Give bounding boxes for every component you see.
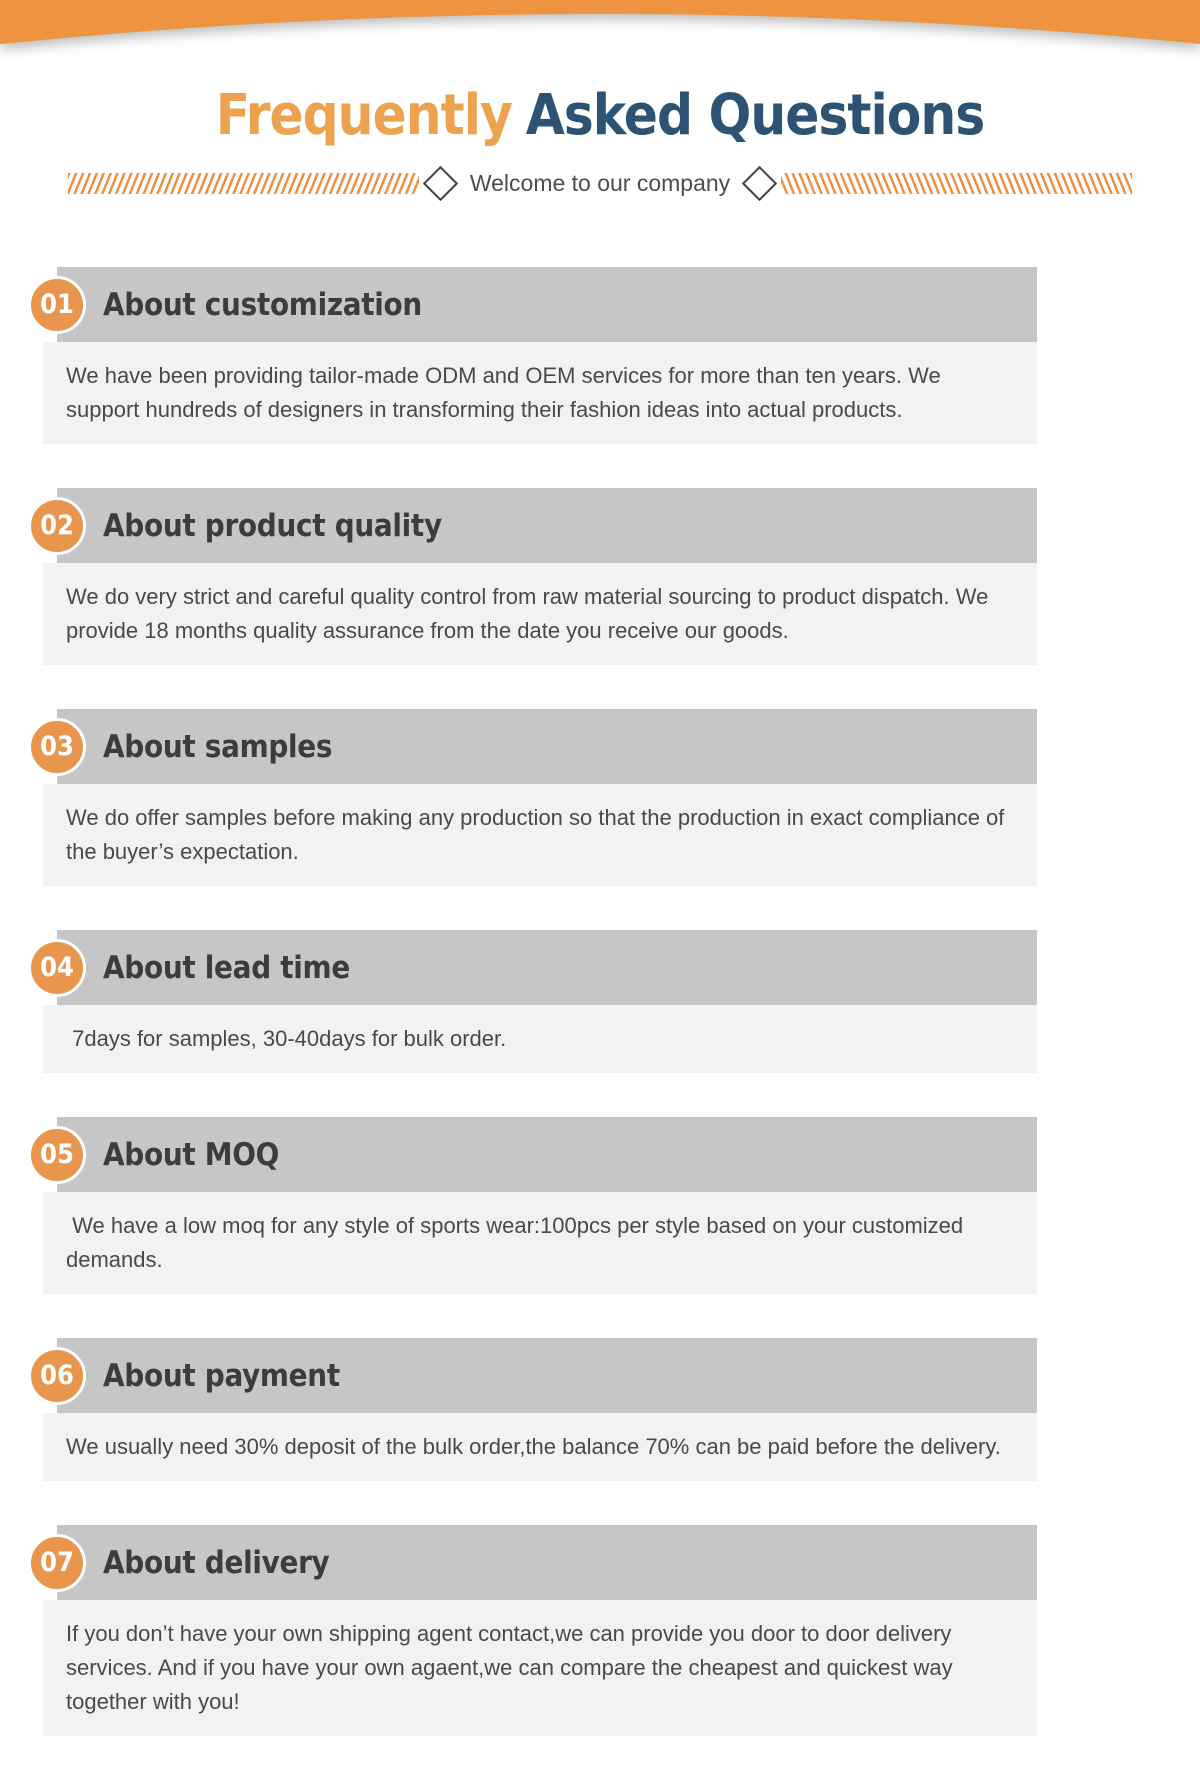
question-title: About MOQ	[103, 1136, 280, 1173]
question-title: About payment	[103, 1357, 340, 1394]
question-number: 06	[40, 1360, 74, 1391]
question-number: 05	[40, 1139, 74, 1170]
question-number: 03	[40, 731, 74, 762]
faq-item: 05 About MOQ We have a low moq for any s…	[28, 1117, 1037, 1294]
question-number: 07	[40, 1547, 74, 1578]
question-number-badge: 06	[28, 1346, 86, 1405]
answer-text: We usually need 30% deposit of the bulk …	[66, 1434, 1001, 1459]
faq-answer-panel: We do offer samples before making any pr…	[43, 784, 1037, 886]
hatch-stripes-left-decoration	[68, 172, 419, 194]
faq-answer-panel: We do very strict and careful quality co…	[43, 563, 1037, 665]
page-title-asked-questions: Asked Questions	[525, 83, 985, 148]
question-number: 01	[40, 289, 74, 320]
question-number-badge: 07	[28, 1533, 86, 1592]
question-number: 04	[40, 952, 74, 983]
question-title: About lead time	[103, 949, 350, 986]
question-title: About product quality	[103, 507, 442, 544]
hatch-stripes-right-decoration	[781, 172, 1133, 194]
faq-item: 06 About payment We usually need 30% dep…	[28, 1338, 1037, 1481]
question-number-badge: 05	[28, 1125, 86, 1184]
question-title: About customization	[103, 286, 422, 323]
question-title: About delivery	[103, 1544, 330, 1581]
page-title: Frequently Asked Questions	[0, 0, 1200, 144]
answer-text: If you don’t have your own shipping agen…	[66, 1621, 959, 1714]
faq-question-bar: 01 About customization	[28, 267, 1037, 342]
faq-question-bar: 06 About payment	[28, 1338, 1037, 1413]
question-number-badge: 01	[28, 275, 86, 334]
diamond-icon	[422, 165, 459, 201]
faq-question-bar: 03 About samples	[28, 709, 1037, 784]
faq-question-bar: 07 About delivery	[28, 1525, 1037, 1600]
answer-text: We have been providing tailor-made ODM a…	[66, 363, 947, 422]
answer-text: We do offer samples before making any pr…	[66, 805, 1011, 864]
answer-text: We have a low moq for any style of sport…	[66, 1213, 970, 1272]
welcome-banner: Welcome to our company	[68, 165, 1133, 201]
answer-text: We do very strict and careful quality co…	[66, 584, 995, 643]
welcome-banner-text: Welcome to our company	[469, 169, 731, 196]
faq-item: 02 About product quality We do very stri…	[28, 488, 1037, 665]
faq-question-bar: 02 About product quality	[28, 488, 1037, 563]
faq-question-bar: 05 About MOQ	[28, 1117, 1037, 1192]
faq-answer-panel: We have been providing tailor-made ODM a…	[43, 342, 1037, 444]
faq-answer-panel: We usually need 30% deposit of the bulk …	[43, 1413, 1037, 1481]
diamond-icon	[742, 165, 778, 201]
question-number-badge: 02	[28, 496, 86, 555]
page-title-frequently: Frequently	[215, 83, 513, 148]
faq-list: 01 About customization We have been prov…	[28, 267, 1037, 1765]
answer-text: 7days for samples, 30-40days for bulk or…	[66, 1026, 507, 1051]
question-number-badge: 04	[28, 938, 86, 997]
question-number-badge: 03	[28, 717, 86, 776]
faq-item: 01 About customization We have been prov…	[28, 267, 1037, 444]
faq-item: 03 About samples We do offer samples bef…	[28, 709, 1037, 886]
faq-answer-panel: If you don’t have your own shipping agen…	[43, 1600, 1037, 1736]
faq-answer-panel: 7days for samples, 30-40days for bulk or…	[43, 1005, 1037, 1073]
faq-answer-panel: We have a low moq for any style of sport…	[43, 1192, 1037, 1294]
faq-item: 07 About delivery If you don’t have your…	[28, 1525, 1037, 1736]
question-title: About samples	[103, 728, 333, 765]
question-number: 02	[40, 510, 74, 541]
faq-question-bar: 04 About lead time	[28, 930, 1037, 1005]
faq-item: 04 About lead time 7days for samples, 30…	[28, 930, 1037, 1073]
